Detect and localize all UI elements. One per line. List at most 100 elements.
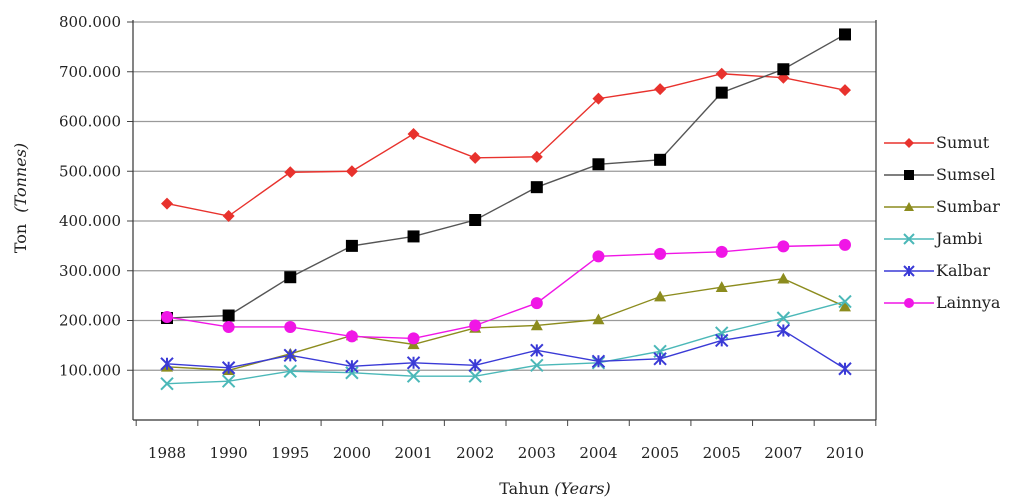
data-point-lainnya xyxy=(469,319,482,332)
x-tick-label: 2003 xyxy=(518,444,556,462)
x-tick-label: 2001 xyxy=(394,444,432,462)
series-sumut xyxy=(161,67,851,223)
data-point-sumut xyxy=(469,151,482,164)
series-line-jambi xyxy=(166,300,846,385)
data-point-jambi xyxy=(283,364,297,378)
data-point-sumsel xyxy=(839,28,851,41)
data-point-kalbar xyxy=(653,352,667,366)
y-tick-label: 600.000 xyxy=(59,113,121,131)
x-tick-label: 2005 xyxy=(703,444,741,462)
data-point-kalbar xyxy=(160,357,174,371)
x-tick-label: 2005 xyxy=(641,444,679,462)
data-point-sumsel xyxy=(284,271,297,284)
legend: Sumut Sumsel Sumbar Jambi Kalbar Lainnya xyxy=(884,133,1001,312)
data-point-lainnya xyxy=(715,245,728,258)
series-kalbar xyxy=(160,323,852,376)
data-point-kalbar xyxy=(838,362,852,376)
data-point-sumut xyxy=(222,210,235,223)
data-point-sumsel xyxy=(777,63,790,76)
series-line-sumbar xyxy=(166,277,846,371)
y-tick-label: 800.000 xyxy=(59,13,121,31)
data-point-sumsel xyxy=(222,309,235,322)
legend-marker-sumsel xyxy=(904,170,914,180)
data-point-kalbar xyxy=(776,323,791,338)
data-point-lainnya xyxy=(407,332,420,345)
series-line-lainnya xyxy=(166,244,846,340)
data-point-lainnya xyxy=(530,297,543,310)
series-group xyxy=(160,28,852,391)
grid-lines xyxy=(133,21,876,371)
data-point-sumbar xyxy=(777,272,790,284)
y-tick-label: 400.000 xyxy=(59,212,121,230)
legend-item-sumut: Sumut xyxy=(884,133,990,152)
x-tick-label: 1990 xyxy=(210,444,248,462)
data-point-lainnya xyxy=(654,247,667,260)
y-tick-label: 700.000 xyxy=(59,63,121,81)
data-point-sumut xyxy=(839,84,851,97)
data-point-lainnya xyxy=(222,320,235,333)
legend-marker-jambi xyxy=(903,233,915,245)
legend-marker-sumut xyxy=(904,138,914,148)
legend-marker-sumbar xyxy=(904,202,914,211)
data-point-sumut xyxy=(407,127,420,140)
series-line-sumut xyxy=(166,73,846,217)
data-point-sumbar xyxy=(715,281,728,292)
legend-label: Jambi xyxy=(934,229,982,248)
data-point-jambi xyxy=(838,294,852,309)
x-tick-label: 2007 xyxy=(764,444,802,462)
data-point-jambi xyxy=(160,376,174,391)
legend-item-sumbar: Sumbar xyxy=(884,197,1000,216)
x-axis-title: Tahun (Years) xyxy=(499,479,611,498)
series-sumsel xyxy=(161,28,851,325)
data-point-kalbar xyxy=(715,333,729,348)
legend-item-kalbar: Kalbar xyxy=(884,261,990,280)
data-point-jambi xyxy=(776,311,791,325)
data-point-sumut xyxy=(715,67,728,80)
series-line-sumsel xyxy=(166,33,846,319)
x-tick-label: 2002 xyxy=(456,444,494,462)
data-point-kalbar xyxy=(345,359,359,373)
y-tick-label: 500.000 xyxy=(59,162,121,180)
legend-marker-kalbar xyxy=(903,265,915,277)
data-point-kalbar xyxy=(406,356,421,370)
series-sumbar xyxy=(161,272,851,376)
data-point-lainnya xyxy=(777,240,790,253)
y-tick-labels: 100.000 200.000 300.000 400.000 500.000 600.0… xyxy=(59,13,121,379)
data-point-sumsel xyxy=(530,181,543,194)
data-point-jambi xyxy=(345,366,359,380)
x-tick-label: 2004 xyxy=(579,444,617,462)
data-point-sumut xyxy=(284,166,297,179)
data-point-sumsel xyxy=(345,239,358,252)
data-point-sumsel xyxy=(715,86,728,99)
data-point-kalbar xyxy=(530,343,544,358)
data-point-lainnya xyxy=(161,311,173,324)
legend-item-lainnya: Lainnya xyxy=(884,293,1001,312)
data-point-jambi xyxy=(530,358,544,372)
data-point-sumsel xyxy=(407,230,420,243)
data-point-sumsel xyxy=(592,158,605,171)
data-point-jambi xyxy=(221,374,236,388)
data-point-lainnya xyxy=(345,330,358,343)
legend-label: Sumsel xyxy=(936,165,995,184)
legend-marker-lainnya xyxy=(904,298,914,308)
data-point-sumsel xyxy=(469,214,482,227)
data-point-kalbar xyxy=(221,361,236,375)
data-point-sumsel xyxy=(654,153,667,166)
data-point-lainnya xyxy=(592,250,605,263)
data-point-jambi xyxy=(406,369,421,383)
axes xyxy=(127,20,877,426)
data-point-lainnya xyxy=(839,238,851,251)
data-point-sumut xyxy=(654,83,667,96)
data-point-sumut xyxy=(161,197,173,210)
x-tick-label: 2000 xyxy=(333,444,371,462)
y-tick-label: 300.000 xyxy=(59,262,121,280)
data-point-sumut xyxy=(530,150,543,163)
data-point-sumbar xyxy=(839,300,851,312)
legend-label: Sumbar xyxy=(936,197,1000,216)
data-point-sumbar xyxy=(592,313,605,325)
series-lainnya xyxy=(161,238,851,345)
legend-label: Kalbar xyxy=(936,261,990,280)
data-point-kalbar xyxy=(468,358,482,372)
x-tick-label: 1988 xyxy=(148,444,186,462)
